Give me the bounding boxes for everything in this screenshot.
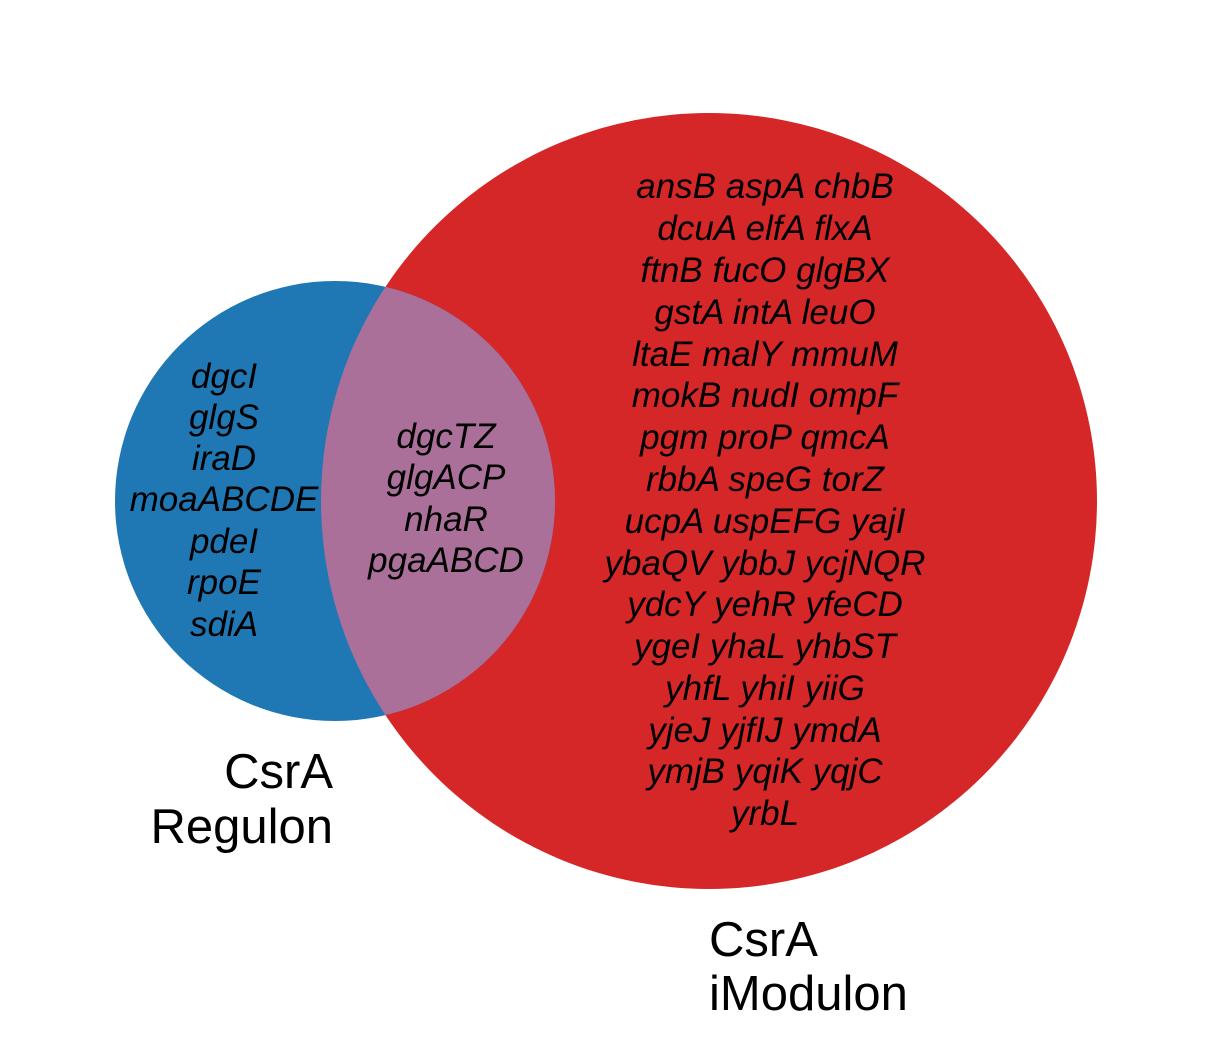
regulon-label-line: Regulon	[150, 800, 333, 854]
regulon-label-line: CsrA	[224, 745, 333, 799]
overlap-gene: dgcTZ	[396, 417, 497, 456]
imodulon-gene-row: ucpA uspEFG yajI	[625, 502, 906, 541]
overlap-gene: glgACP	[387, 458, 506, 497]
imodulon-gene-row: ybaQV ybbJ ycjNQR	[603, 544, 926, 583]
overlap-gene: pgaABCD	[367, 541, 524, 580]
imodulon-gene-row: pgm proP qmcA	[639, 418, 890, 457]
overlap-gene-list: dgcTZ glgACP nhaR pgaABCD	[367, 417, 524, 580]
imodulon-gene-row: rbbA speG torZ	[646, 460, 886, 499]
imodulon-gene-row: mokB nudI ompF	[632, 376, 901, 415]
regulon-gene: pdeI	[189, 522, 258, 561]
imodulon-gene-row: ydcY yehR yfeCD	[625, 585, 903, 624]
regulon-gene: glgS	[189, 398, 259, 437]
imodulon-label-line: iModulon	[709, 967, 908, 1021]
imodulon-circle	[321, 113, 1097, 889]
imodulon-gene-row: dcuA elfA flxA	[657, 209, 872, 248]
imodulon-label: CsrA iModulon	[709, 913, 908, 1021]
regulon-gene: dgcI	[191, 357, 257, 396]
imodulon-gene-row: yhfL yhiI yiiG	[663, 669, 865, 708]
imodulon-label-line: CsrA	[709, 913, 818, 967]
imodulon-gene-row: ymjB yqiK yqjC	[645, 752, 883, 791]
imodulon-gene-row: yrbL	[729, 794, 799, 833]
overlap-gene: nhaR	[404, 500, 488, 539]
imodulon-gene-row: ftnB fucO glgBX	[640, 251, 891, 290]
regulon-gene: rpoE	[187, 563, 262, 602]
imodulon-gene-list: ansB aspA chbB dcuA elfA flxA ftnB fucO …	[603, 167, 926, 833]
regulon-gene: iraD	[192, 439, 256, 478]
regulon-gene: moaABCDE	[130, 480, 319, 519]
imodulon-gene-row: yjeJ yjfIJ ymdA	[646, 711, 881, 750]
imodulon-gene-row: ltaE malY mmuM	[632, 335, 899, 374]
regulon-gene: sdiA	[190, 605, 258, 644]
imodulon-gene-row: gstA intA leuO	[654, 293, 875, 332]
regulon-gene-list: dgcI glgS iraD moaABCDE pdeI rpoE sdiA	[130, 357, 319, 644]
regulon-label: CsrA Regulon	[150, 745, 333, 854]
imodulon-gene-row: ygeI yhaL yhbST	[632, 627, 899, 666]
imodulon-gene-row: ansB aspA chbB	[636, 167, 893, 206]
